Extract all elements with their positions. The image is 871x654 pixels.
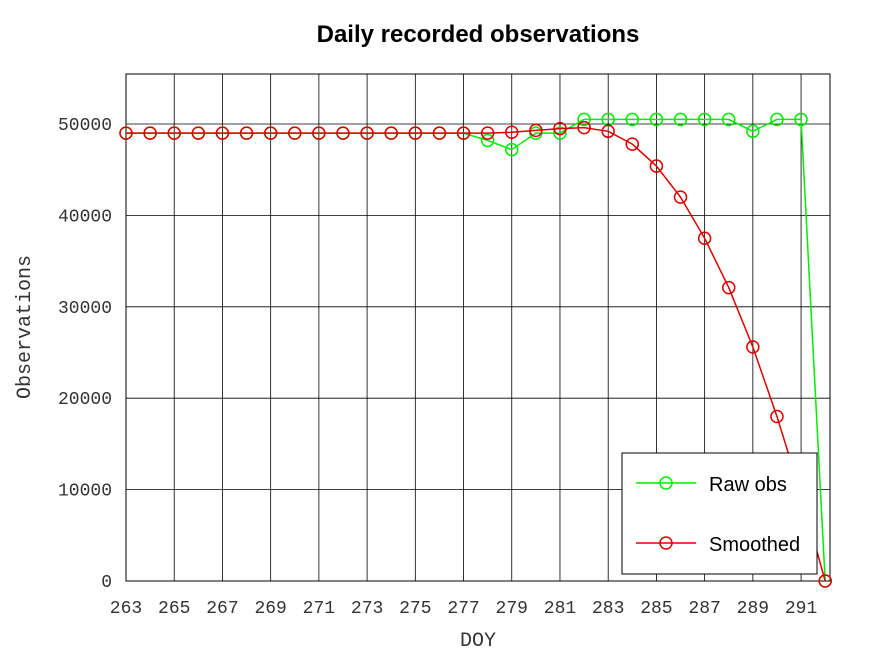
data-point	[167, 126, 181, 140]
data-point	[456, 126, 471, 140]
y-tick-label: 40000	[58, 207, 112, 227]
data-point	[818, 574, 832, 588]
data-point	[432, 126, 447, 140]
legend-smoothed-label: Smoothed	[709, 534, 800, 556]
y-tick-label: 20000	[58, 390, 112, 410]
data-point	[721, 280, 736, 295]
y-tick-label: 50000	[58, 116, 112, 136]
data-point	[288, 126, 302, 140]
x-tick-label: 291	[785, 599, 817, 619]
data-point	[505, 142, 519, 157]
data-point	[143, 126, 157, 140]
x-tick-label: 263	[110, 599, 142, 619]
legend-raw-marker	[659, 476, 673, 490]
data-point	[746, 124, 760, 139]
x-tick-label: 267	[206, 599, 238, 619]
data-point	[384, 126, 398, 140]
data-point	[553, 126, 567, 140]
data-point	[553, 121, 567, 136]
data-point	[505, 125, 519, 139]
data-point	[239, 126, 254, 140]
series-group	[119, 112, 832, 588]
data-point	[480, 126, 495, 140]
x-tick-label: 273	[351, 599, 383, 619]
data-point	[577, 120, 591, 135]
plot-frame	[125, 73, 831, 582]
data-point	[601, 124, 615, 139]
data-point	[336, 126, 350, 140]
legend-box	[621, 452, 818, 575]
data-point	[746, 340, 760, 354]
data-point	[794, 112, 808, 127]
data-point	[408, 126, 423, 140]
y-tick-label: 10000	[58, 482, 112, 502]
x-tick-label: 265	[158, 599, 190, 619]
data-point	[721, 112, 736, 127]
x-tick-label: 275	[399, 599, 431, 619]
legend: Raw obs Smoothed	[621, 452, 818, 575]
data-point	[360, 126, 374, 140]
data-point	[770, 112, 784, 127]
y-tick-label: 0	[101, 573, 112, 593]
data-point	[625, 137, 640, 151]
y-axis-label: Observations	[14, 255, 37, 399]
x-tick-label: 283	[592, 599, 624, 619]
y-axis-ticks: 0 10000 20000 30000 40000 50000	[58, 116, 112, 593]
data-point	[263, 126, 278, 140]
x-tick-label: 271	[303, 599, 335, 619]
data-point	[191, 126, 206, 140]
data-point	[673, 112, 688, 127]
data-point	[119, 126, 133, 140]
data-point	[697, 112, 712, 127]
x-tick-label: 285	[640, 599, 672, 619]
data-point	[529, 123, 543, 138]
data-point	[649, 112, 664, 127]
data-point	[577, 112, 591, 127]
data-point	[673, 190, 688, 204]
series-line	[126, 126, 826, 582]
x-tick-label: 281	[544, 599, 576, 619]
data-point	[649, 159, 664, 173]
grid	[125, 74, 830, 582]
x-tick-label: 277	[447, 599, 479, 619]
x-tick-label: 289	[737, 599, 769, 619]
data-point	[215, 126, 230, 140]
legend-raw-label: Raw obs	[709, 474, 787, 496]
x-axis-ticks: 263 265 267 269 271 273 275 277 279 281 283 285 287 2…	[110, 599, 817, 619]
data-point	[312, 126, 326, 140]
series-1	[119, 120, 832, 588]
x-tick-label: 287	[688, 599, 720, 619]
data-point	[480, 133, 495, 148]
x-tick-label: 279	[496, 599, 528, 619]
legend-smoothed-marker	[659, 536, 673, 550]
x-axis-label: DOY	[460, 630, 496, 653]
data-point	[625, 112, 640, 127]
x-tick-label: 269	[254, 599, 286, 619]
y-tick-label: 30000	[58, 299, 112, 319]
data-point	[697, 231, 712, 245]
data-point	[770, 409, 784, 424]
chart-title: Daily recorded observations	[317, 21, 640, 48]
